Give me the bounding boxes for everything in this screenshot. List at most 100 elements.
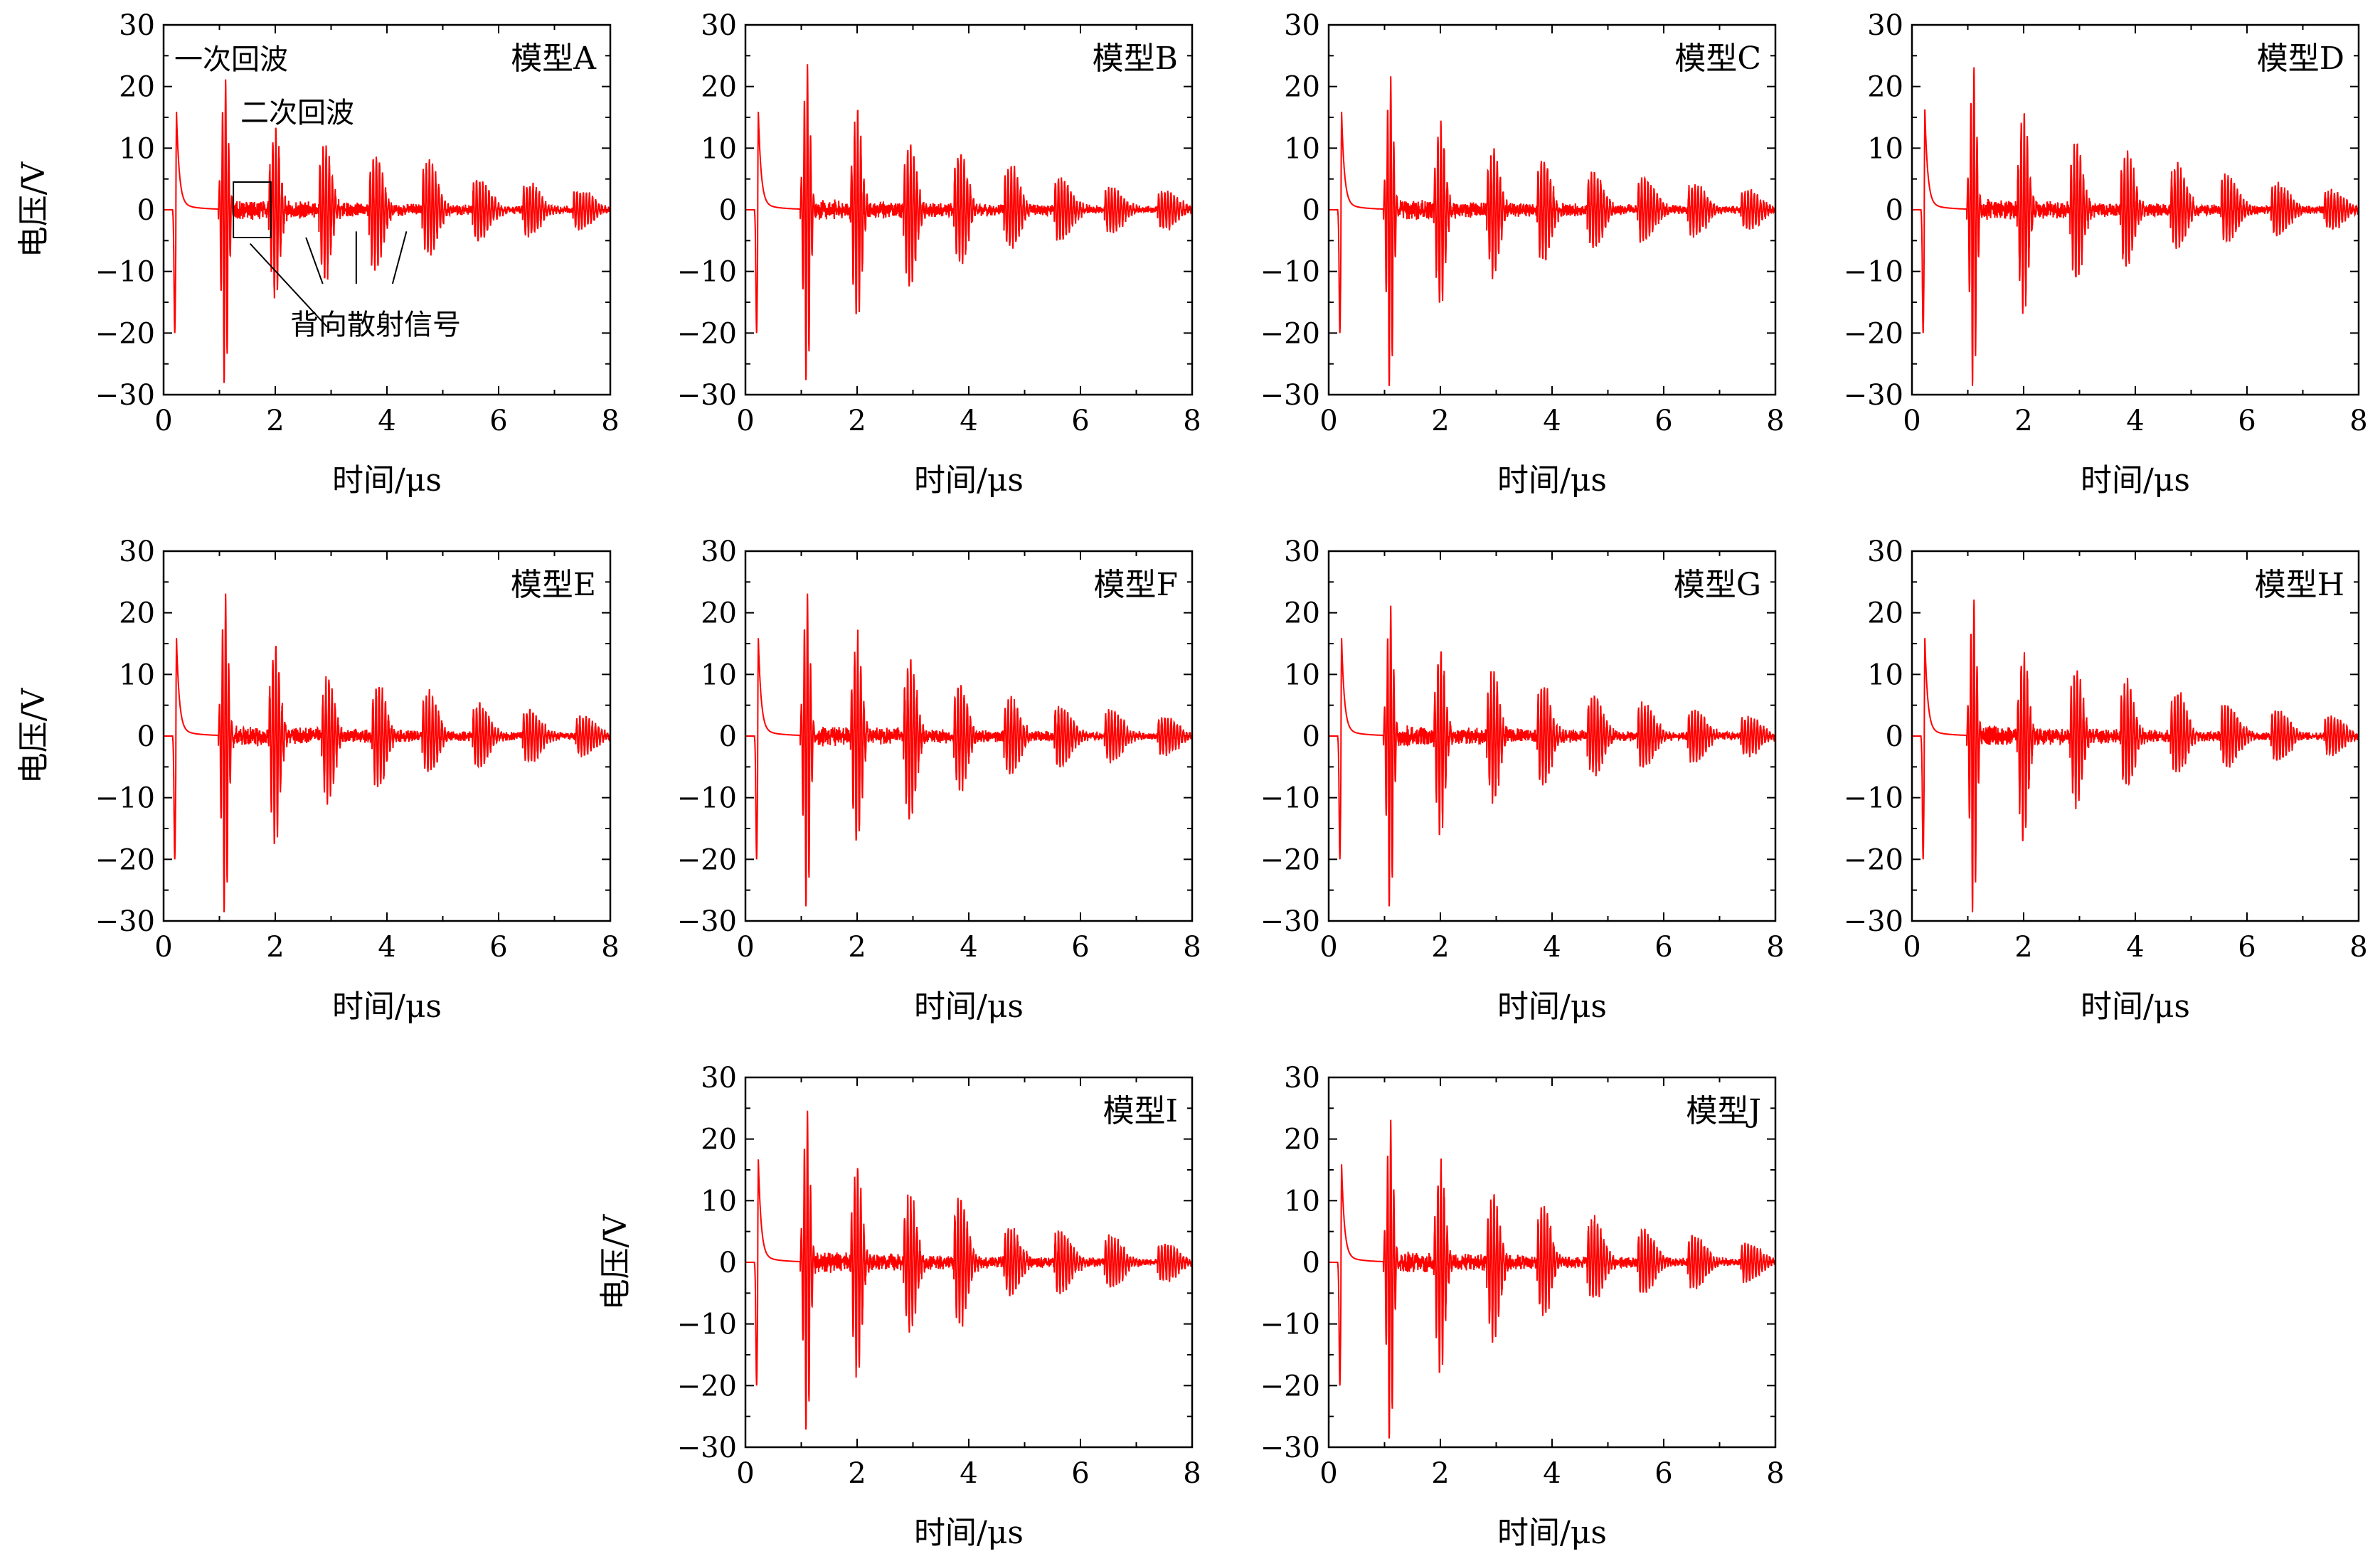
x-tick-label: 2 (848, 931, 866, 964)
x-tick-label: 2 (1431, 405, 1449, 437)
y-tick-label: 10 (1284, 659, 1320, 691)
y-tick-label: 10 (1867, 659, 1903, 691)
chart-panel-g: 0 2 4 6 8 −30 −20 −10 0 10 20 30 模型G 时间/μs (1260, 536, 1785, 1025)
x-tick-label: 8 (601, 405, 619, 437)
y-tick-label: −30 (95, 379, 155, 412)
x-tick-label: 6 (489, 405, 507, 437)
y-tick-label: −10 (1844, 256, 1903, 289)
signal-trace (745, 593, 1193, 907)
chart-panel-f: 0 2 4 6 8 −30 −20 −10 0 10 20 30 模型F 时间/μs (677, 536, 1201, 1025)
y-tick-label: 20 (119, 71, 155, 104)
x-tick-label: 8 (601, 931, 619, 964)
y-tick-label: −20 (95, 317, 155, 350)
x-tick-label: 2 (266, 931, 284, 964)
panel-label: 模型A (511, 41, 597, 77)
y-tick-label: 0 (1886, 720, 1903, 753)
plot-frame (1327, 1076, 1777, 1449)
x-tick-label: 8 (1766, 931, 1784, 964)
y-tick-label: −30 (95, 905, 155, 938)
y-tick-label: 10 (701, 132, 737, 165)
y-tick-label: −20 (677, 1370, 737, 1402)
signal-trace (1329, 76, 1776, 386)
x-tick-label: 0 (154, 405, 172, 437)
y-tick-label: 10 (1284, 132, 1320, 165)
signal-trace (164, 79, 611, 383)
signal-trace (745, 64, 1193, 380)
x-tick-label: 6 (489, 931, 507, 964)
x-tick-label: 0 (1903, 405, 1921, 437)
y-tick-label: −10 (677, 256, 737, 289)
x-tick-label: 4 (1543, 931, 1561, 964)
signal-trace (745, 1110, 1193, 1430)
x-tick-label: 4 (1543, 1457, 1561, 1490)
y-tick-label: 0 (1302, 720, 1320, 753)
y-tick-label: 10 (1284, 1185, 1320, 1218)
y-tick-label: 20 (1284, 1124, 1320, 1156)
y-tick-label: −30 (1260, 1432, 1320, 1464)
x-tick-label: 4 (1543, 405, 1561, 437)
x-axis-label: 时间/μs (1497, 462, 1607, 499)
y-tick-label: 20 (1284, 71, 1320, 104)
x-tick-label: 4 (2126, 931, 2144, 964)
panel-label: 模型H (2255, 567, 2344, 603)
y-tick-label: 0 (1302, 194, 1320, 227)
chart-panel-a: 0 2 4 6 8 −30 −20 −10 0 10 20 30 模型A 时间/μs 电压/V 一次回波二次回… (16, 9, 620, 499)
plot-frame (1327, 23, 1777, 396)
x-axis-label: 时间/μs (1497, 1515, 1607, 1551)
y-axis-label: 电压/V (16, 687, 52, 784)
chart-panel-j: 0 2 4 6 8 −30 −20 −10 0 10 20 30 模型J 时间/μs (1260, 1062, 1785, 1551)
signal-trace (164, 593, 611, 912)
y-tick-label: 30 (1284, 1062, 1320, 1094)
y-tick-label: 30 (119, 9, 155, 42)
x-tick-label: 2 (2014, 405, 2032, 437)
y-tick-label: 20 (1867, 71, 1903, 104)
x-tick-label: 6 (1071, 1457, 1089, 1490)
x-tick-label: 0 (1319, 1457, 1337, 1490)
x-axis-label: 时间/μs (332, 462, 442, 499)
y-tick-label: 10 (119, 132, 155, 165)
y-tick-label: −30 (677, 905, 737, 938)
y-tick-label: 10 (119, 659, 155, 691)
panel-label: 模型B (1093, 41, 1178, 77)
x-tick-label: 4 (960, 931, 977, 964)
x-tick-label: 8 (1183, 405, 1201, 437)
annotation-pointer (305, 237, 324, 284)
x-axis-label: 时间/μs (914, 462, 1024, 499)
x-tick-label: 2 (848, 1457, 866, 1490)
annotation-pointer (391, 231, 408, 284)
panel-label: 模型G (1674, 567, 1761, 603)
y-tick-label: 0 (719, 1247, 737, 1279)
y-tick-label: 20 (701, 71, 737, 104)
y-tick-label: 30 (1867, 536, 1903, 568)
x-axis-label: 时间/μs (332, 989, 442, 1025)
x-tick-label: 8 (1183, 1457, 1201, 1490)
x-tick-label: 2 (1431, 1457, 1449, 1490)
x-tick-label: 0 (736, 1457, 754, 1490)
x-tick-label: 6 (2238, 931, 2256, 964)
x-tick-label: 8 (1766, 1457, 1784, 1490)
y-tick-label: 10 (701, 1185, 737, 1218)
y-tick-label: −20 (1844, 317, 1903, 350)
x-tick-label: 6 (1654, 931, 1672, 964)
x-axis-label: 时间/μs (2081, 462, 2190, 499)
y-tick-label: 10 (701, 659, 737, 691)
plot-frame (162, 550, 612, 922)
y-tick-label: −10 (677, 1309, 737, 1341)
plot-frame (1911, 550, 2360, 922)
x-tick-label: 0 (1319, 405, 1337, 437)
y-tick-label: 0 (719, 194, 737, 227)
chart-panel-i: 0 2 4 6 8 −30 −20 −10 0 10 20 30 模型I 时间/μs 电压/V (597, 1062, 1201, 1551)
y-tick-label: 30 (1284, 536, 1320, 568)
panel-label: 模型I (1103, 1093, 1178, 1129)
chart-panel-d: 0 2 4 6 8 −30 −20 −10 0 10 20 30 模型D 时间/μs (1844, 9, 2368, 499)
x-tick-label: 6 (1071, 405, 1089, 437)
y-tick-label: −10 (677, 782, 737, 815)
signal-trace (1912, 67, 2359, 386)
x-tick-label: 8 (1183, 931, 1201, 964)
x-tick-label: 4 (960, 405, 977, 437)
x-tick-label: 6 (1654, 405, 1672, 437)
backscatter-highlight-box (233, 181, 272, 238)
x-tick-label: 0 (736, 405, 754, 437)
y-tick-label: 20 (701, 597, 737, 630)
